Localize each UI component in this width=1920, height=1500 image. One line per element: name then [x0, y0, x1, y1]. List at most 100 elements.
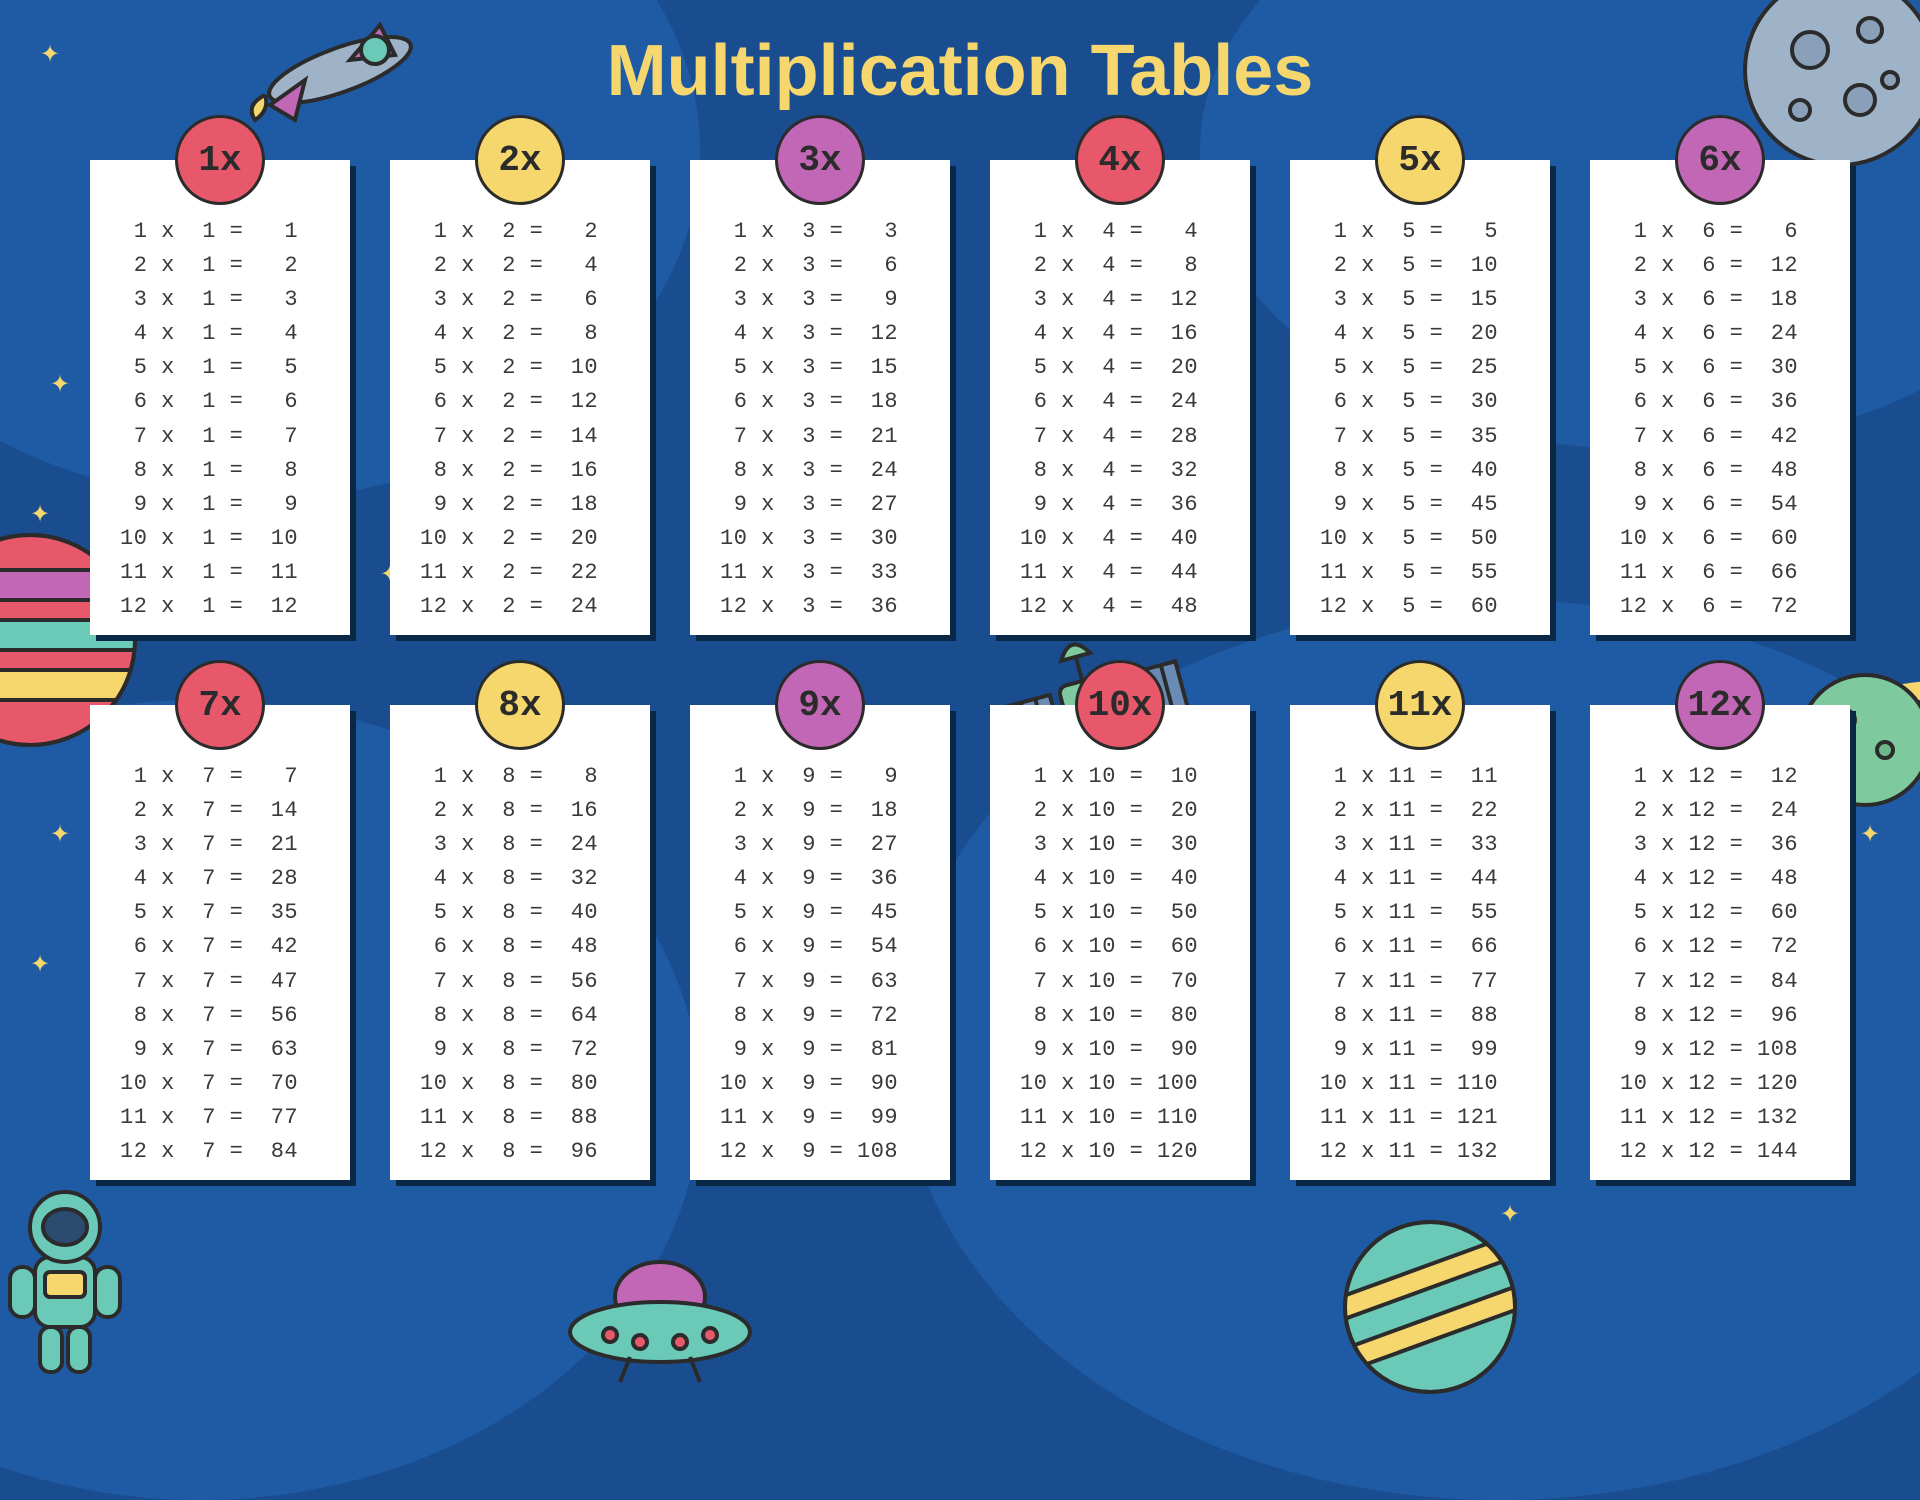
equation-row: 2 x 3 = 6 [720, 249, 930, 283]
equation-row: 5 x 8 = 40 [420, 896, 630, 930]
table-body: 1 x 1 = 1 2 x 1 = 2 3 x 1 = 3 4 x 1 = 4 … [90, 160, 350, 635]
equation-row: 12 x 5 = 60 [1320, 590, 1530, 624]
table-badge: 3x [775, 115, 865, 205]
table-card-11: 11x 1 x 11 = 11 2 x 11 = 22 3 x 11 = 33 … [1290, 705, 1550, 1180]
table-body: 1 x 8 = 8 2 x 8 = 16 3 x 8 = 24 4 x 8 = … [390, 705, 650, 1180]
equation-row: 6 x 12 = 72 [1620, 930, 1830, 964]
equation-row: 6 x 2 = 12 [420, 385, 630, 419]
equation-row: 9 x 11 = 99 [1320, 1033, 1530, 1067]
equation-row: 6 x 5 = 30 [1320, 385, 1530, 419]
table-badge: 2x [475, 115, 565, 205]
equation-row: 3 x 9 = 27 [720, 828, 930, 862]
table-badge: 1x [175, 115, 265, 205]
equation-row: 4 x 7 = 28 [120, 862, 330, 896]
equation-row: 9 x 7 = 63 [120, 1033, 330, 1067]
equation-row: 6 x 4 = 24 [1020, 385, 1230, 419]
table-body: 1 x 3 = 3 2 x 3 = 6 3 x 3 = 9 4 x 3 = 12… [690, 160, 950, 635]
equation-row: 4 x 11 = 44 [1320, 862, 1530, 896]
equation-row: 2 x 11 = 22 [1320, 794, 1530, 828]
equation-row: 12 x 1 = 12 [120, 590, 330, 624]
equation-row: 4 x 4 = 16 [1020, 317, 1230, 351]
equation-row: 11 x 2 = 22 [420, 556, 630, 590]
equation-row: 10 x 6 = 60 [1620, 522, 1830, 556]
table-badge: 7x [175, 660, 265, 750]
table-body: 1 x 11 = 11 2 x 11 = 22 3 x 11 = 33 4 x … [1290, 705, 1550, 1180]
table-body: 1 x 5 = 5 2 x 5 = 10 3 x 5 = 15 4 x 5 = … [1290, 160, 1550, 635]
table-card-5: 5x 1 x 5 = 5 2 x 5 = 10 3 x 5 = 15 4 x 5… [1290, 160, 1550, 635]
equation-row: 3 x 3 = 9 [720, 283, 930, 317]
equation-row: 1 x 7 = 7 [120, 760, 330, 794]
equation-row: 6 x 6 = 36 [1620, 385, 1830, 419]
equation-row: 6 x 7 = 42 [120, 930, 330, 964]
equation-row: 5 x 10 = 50 [1020, 896, 1230, 930]
astronaut-icon [0, 1177, 140, 1377]
equation-row: 1 x 2 = 2 [420, 215, 630, 249]
equation-row: 2 x 12 = 24 [1620, 794, 1830, 828]
equation-row: 7 x 9 = 63 [720, 965, 930, 999]
equation-row: 2 x 1 = 2 [120, 249, 330, 283]
table-body: 1 x 6 = 6 2 x 6 = 12 3 x 6 = 18 4 x 6 = … [1590, 160, 1850, 635]
equation-row: 1 x 12 = 12 [1620, 760, 1830, 794]
equation-row: 1 x 1 = 1 [120, 215, 330, 249]
equation-row: 7 x 6 = 42 [1620, 420, 1830, 454]
equation-row: 6 x 11 = 66 [1320, 930, 1530, 964]
equation-row: 10 x 11 = 110 [1320, 1067, 1530, 1101]
equation-row: 7 x 3 = 21 [720, 420, 930, 454]
equation-row: 11 x 7 = 77 [120, 1101, 330, 1135]
equation-row: 9 x 4 = 36 [1020, 488, 1230, 522]
equation-row: 10 x 4 = 40 [1020, 522, 1230, 556]
equation-row: 5 x 9 = 45 [720, 896, 930, 930]
tables-grid: 1x 1 x 1 = 1 2 x 1 = 2 3 x 1 = 3 4 x 1 =… [90, 160, 1850, 1180]
equation-row: 8 x 10 = 80 [1020, 999, 1230, 1033]
equation-row: 8 x 12 = 96 [1620, 999, 1830, 1033]
equation-row: 9 x 5 = 45 [1320, 488, 1530, 522]
equation-row: 4 x 9 = 36 [720, 862, 930, 896]
equation-row: 1 x 9 = 9 [720, 760, 930, 794]
equation-row: 6 x 1 = 6 [120, 385, 330, 419]
equation-row: 5 x 12 = 60 [1620, 896, 1830, 930]
table-body: 1 x 7 = 7 2 x 7 = 14 3 x 7 = 21 4 x 7 = … [90, 705, 350, 1180]
star-icon: ✦ [50, 370, 70, 400]
equation-row: 4 x 5 = 20 [1320, 317, 1530, 351]
equation-row: 4 x 8 = 32 [420, 862, 630, 896]
equation-row: 10 x 2 = 20 [420, 522, 630, 556]
equation-row: 2 x 10 = 20 [1020, 794, 1230, 828]
equation-row: 8 x 1 = 8 [120, 454, 330, 488]
equation-row: 10 x 10 = 100 [1020, 1067, 1230, 1101]
star-icon: ✦ [50, 820, 70, 850]
equation-row: 10 x 8 = 80 [420, 1067, 630, 1101]
equation-row: 2 x 4 = 8 [1020, 249, 1230, 283]
equation-row: 3 x 5 = 15 [1320, 283, 1530, 317]
equation-row: 7 x 7 = 47 [120, 965, 330, 999]
table-badge: 10x [1075, 660, 1165, 750]
equation-row: 10 x 5 = 50 [1320, 522, 1530, 556]
equation-row: 3 x 8 = 24 [420, 828, 630, 862]
equation-row: 6 x 10 = 60 [1020, 930, 1230, 964]
equation-row: 5 x 2 = 10 [420, 351, 630, 385]
table-card-10: 10x 1 x 10 = 10 2 x 10 = 20 3 x 10 = 30 … [990, 705, 1250, 1180]
equation-row: 9 x 3 = 27 [720, 488, 930, 522]
equation-row: 6 x 8 = 48 [420, 930, 630, 964]
equation-row: 12 x 6 = 72 [1620, 590, 1830, 624]
equation-row: 5 x 11 = 55 [1320, 896, 1530, 930]
equation-row: 5 x 4 = 20 [1020, 351, 1230, 385]
table-badge: 9x [775, 660, 865, 750]
table-body: 1 x 12 = 12 2 x 12 = 24 3 x 12 = 36 4 x … [1590, 705, 1850, 1180]
equation-row: 7 x 5 = 35 [1320, 420, 1530, 454]
equation-row: 4 x 3 = 12 [720, 317, 930, 351]
equation-row: 3 x 11 = 33 [1320, 828, 1530, 862]
equation-row: 11 x 12 = 132 [1620, 1101, 1830, 1135]
small-planet-icon [1340, 1217, 1520, 1397]
equation-row: 11 x 10 = 110 [1020, 1101, 1230, 1135]
equation-row: 2 x 8 = 16 [420, 794, 630, 828]
equation-row: 9 x 6 = 54 [1620, 488, 1830, 522]
equation-row: 12 x 2 = 24 [420, 590, 630, 624]
equation-row: 3 x 4 = 12 [1020, 283, 1230, 317]
table-card-4: 4x 1 x 4 = 4 2 x 4 = 8 3 x 4 = 12 4 x 4 … [990, 160, 1250, 635]
table-card-1: 1x 1 x 1 = 1 2 x 1 = 2 3 x 1 = 3 4 x 1 =… [90, 160, 350, 635]
equation-row: 12 x 4 = 48 [1020, 590, 1230, 624]
table-badge: 5x [1375, 115, 1465, 205]
table-body: 1 x 2 = 2 2 x 2 = 4 3 x 2 = 6 4 x 2 = 8 … [390, 160, 650, 635]
equation-row: 10 x 12 = 120 [1620, 1067, 1830, 1101]
equation-row: 9 x 2 = 18 [420, 488, 630, 522]
